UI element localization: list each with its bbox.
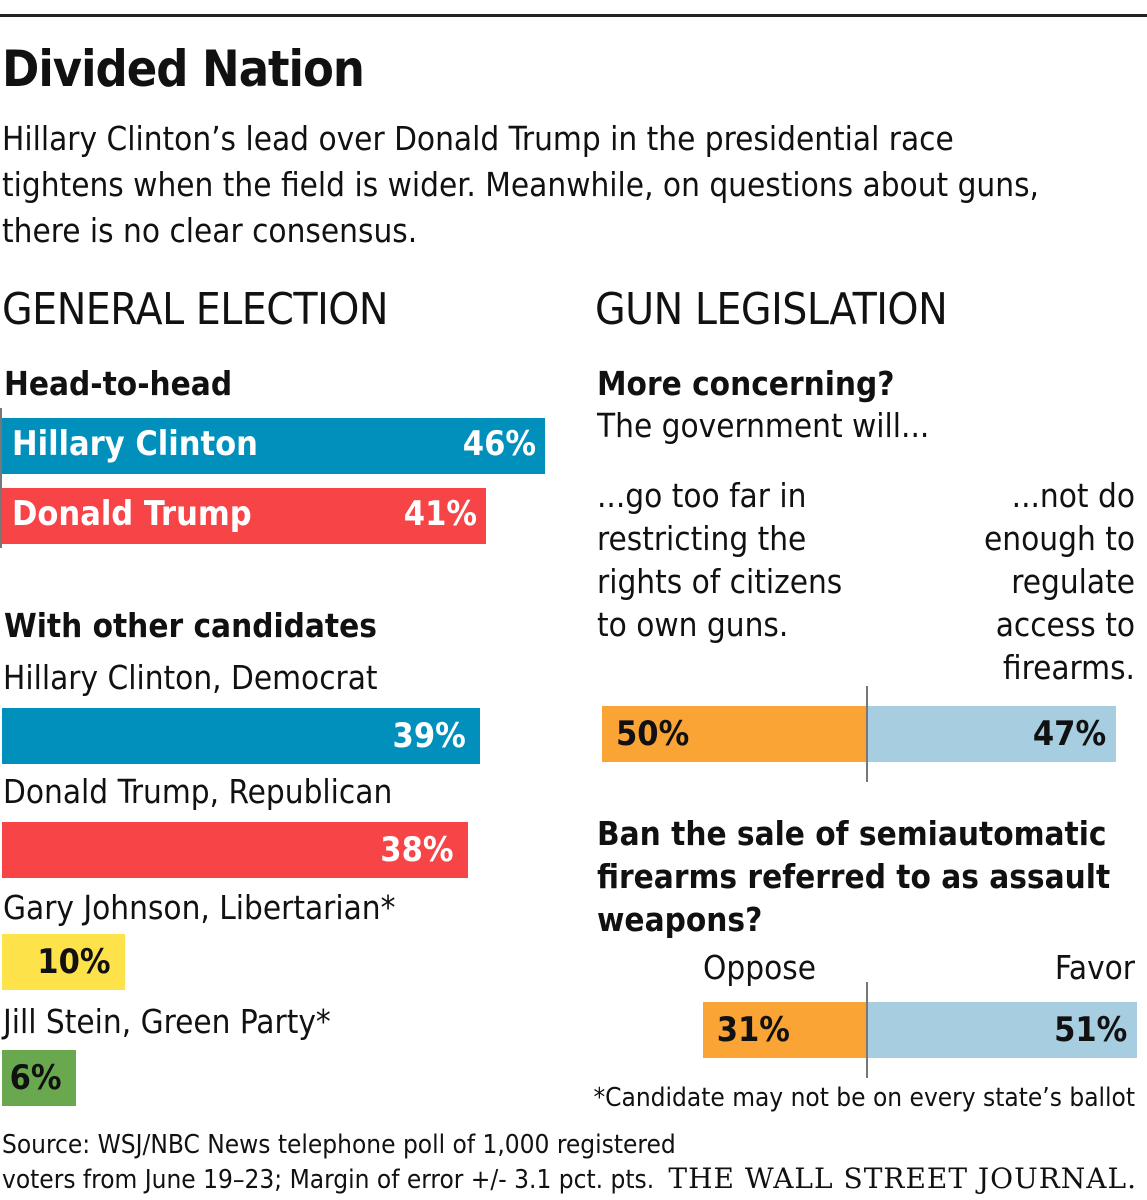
data-label: 46% bbox=[462, 424, 537, 464]
other-candidates-heading: With other candidates bbox=[4, 606, 377, 645]
data-label: 50% bbox=[616, 714, 690, 754]
bar-trump bbox=[2, 488, 486, 544]
bar-candidate bbox=[2, 934, 125, 990]
candidate-label: Donald Trump, Republican bbox=[3, 772, 393, 811]
q2-heading: Ban the sale of semiautomatic firearms r… bbox=[597, 814, 1111, 939]
q1-right-label: ...not do enough to regulate access to f… bbox=[984, 476, 1135, 687]
q1-heading: More concerning? bbox=[597, 364, 895, 403]
section-gun-legislation: GUN LEGISLATION bbox=[595, 284, 948, 335]
bar-candidate bbox=[2, 1050, 76, 1106]
footnote: *Candidate may not be on every state’s b… bbox=[593, 1083, 1135, 1113]
bar-candidate bbox=[2, 822, 468, 878]
candidate-label: Gary Johnson, Libertarian* bbox=[3, 888, 396, 927]
subtitle: Hillary Clinton’s lead over Donald Trump… bbox=[2, 119, 1039, 250]
q1-left-label: ...go too far in restricting the rights … bbox=[597, 476, 843, 644]
q2-left-label: Oppose bbox=[703, 948, 816, 987]
top-rule bbox=[0, 14, 1147, 17]
q2-right-bar bbox=[867, 1002, 1138, 1058]
q1-right-bar bbox=[867, 706, 1117, 762]
data-label: 41% bbox=[403, 494, 478, 534]
bar-candidate bbox=[2, 708, 480, 764]
bar-name-label: Hillary Clinton bbox=[12, 424, 258, 464]
data-label: 10% bbox=[37, 942, 111, 982]
source: Source: WSJ/NBC News telephone poll of 1… bbox=[2, 1130, 676, 1195]
bar-name-label: Donald Trump bbox=[12, 494, 252, 534]
section-general-election: GENERAL ELECTION bbox=[2, 284, 389, 335]
q1-subheading: The government will... bbox=[597, 406, 930, 445]
q2-center-axis bbox=[866, 982, 868, 1078]
head-to-head-heading: Head-to-head bbox=[4, 364, 233, 403]
axis-line bbox=[0, 408, 2, 548]
data-label: 31% bbox=[716, 1010, 790, 1050]
data-label: 39% bbox=[392, 716, 466, 756]
bar-clinton bbox=[2, 418, 545, 474]
q1-left-bar bbox=[602, 706, 867, 762]
data-label: 51% bbox=[1054, 1010, 1128, 1050]
q1-center-axis bbox=[866, 686, 868, 782]
q2-right-label: Favor bbox=[1054, 948, 1135, 987]
data-label: 38% bbox=[380, 830, 454, 870]
q2-left-bar bbox=[702, 1002, 867, 1058]
wsj-logo: THE WALL STREET JOURNAL. bbox=[668, 1162, 1137, 1195]
candidate-label: Jill Stein, Green Party* bbox=[3, 1002, 331, 1041]
title: Divided Nation bbox=[2, 40, 365, 98]
data-label: 47% bbox=[1032, 714, 1107, 754]
data-label: 6% bbox=[9, 1058, 62, 1098]
candidate-label: Hillary Clinton, Democrat bbox=[3, 658, 378, 697]
